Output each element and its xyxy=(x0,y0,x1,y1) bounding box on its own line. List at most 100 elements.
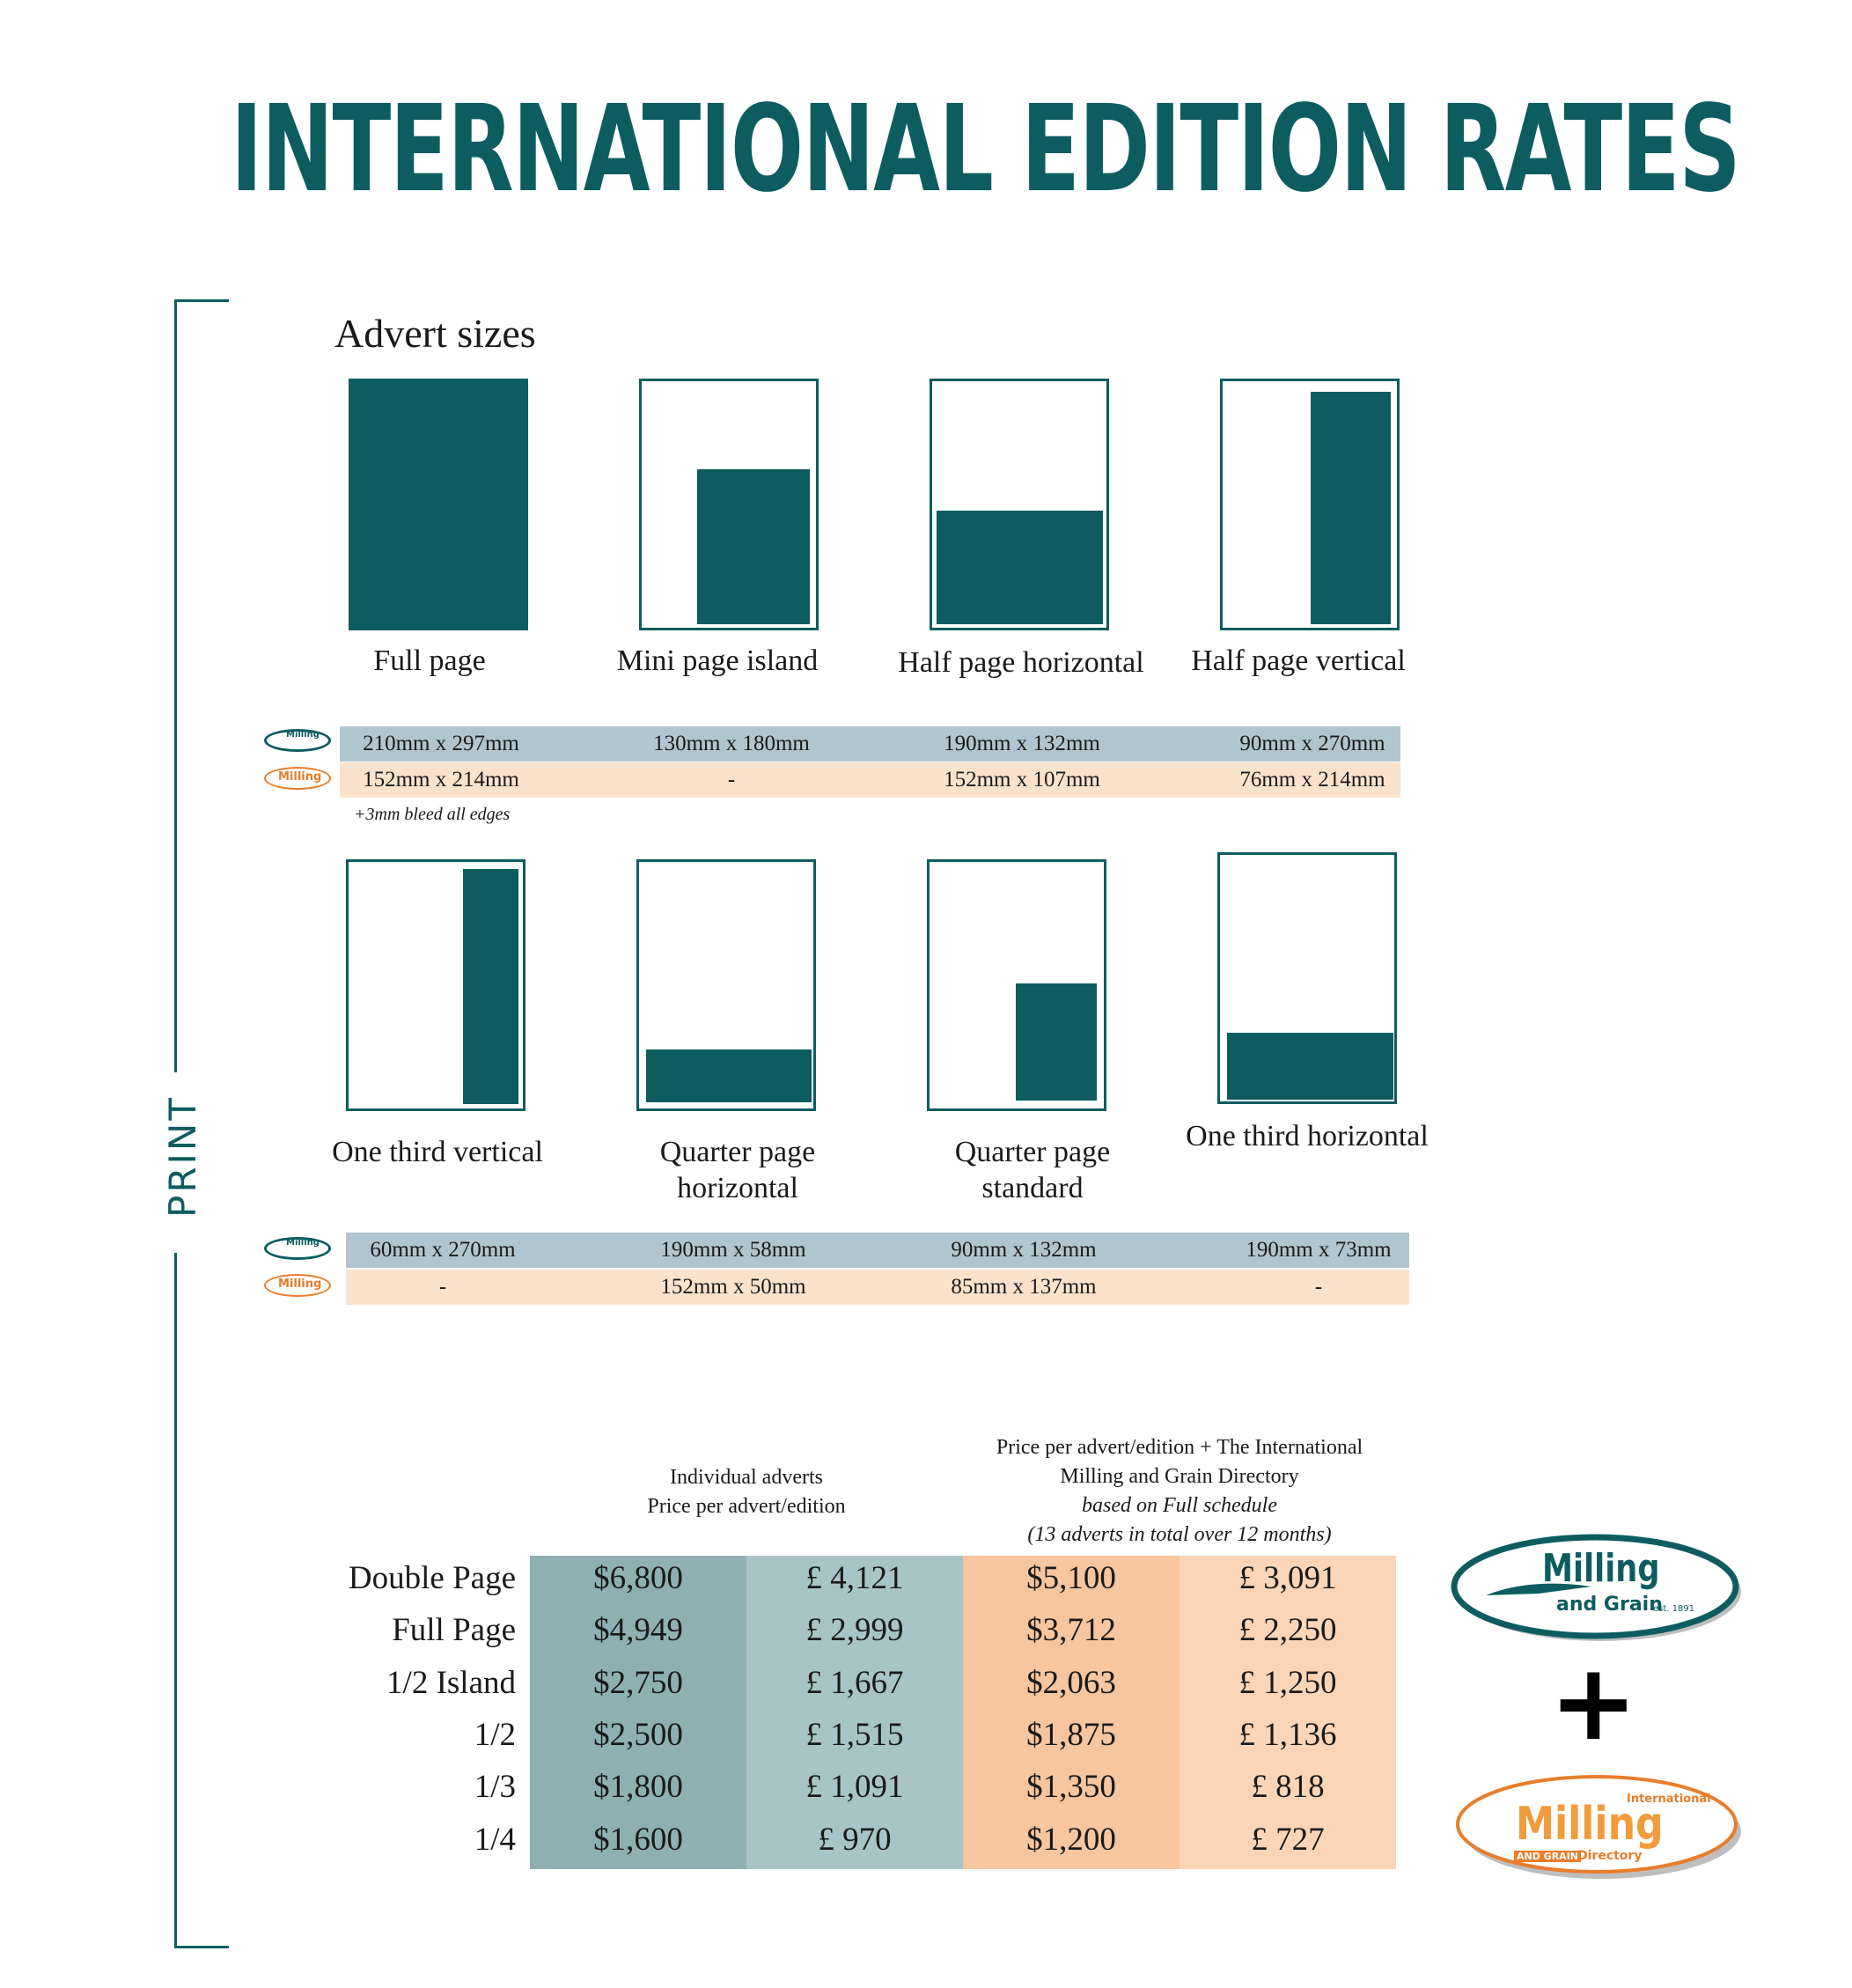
individual-adverts-header: Individual adverts Price per advert/edit… xyxy=(606,1463,887,1521)
im-size-row-2: - 152mm x 50mm 85mm x 137mm - xyxy=(346,1270,1409,1305)
gbp-price: £ 1,515 xyxy=(805,1716,904,1753)
mg-logo-name: Milling xyxy=(1542,1546,1660,1591)
package-usd-price: $1,875 xyxy=(1026,1716,1116,1753)
individual-header-line1: Individual adverts xyxy=(670,1466,823,1489)
caption-mini-page-island: Mini page island xyxy=(616,644,819,677)
package-usd-price: $5,100 xyxy=(1026,1560,1116,1596)
usd-price: $2,750 xyxy=(593,1664,683,1701)
half-page-horizontal-ad-area xyxy=(937,511,1103,624)
usd-price: $1,600 xyxy=(593,1821,683,1858)
size-cell: 190mm x 58mm xyxy=(660,1238,806,1262)
plus-icon: + xyxy=(1549,1642,1638,1764)
print-bracket-bottom-tick xyxy=(174,1946,229,1948)
usd-column xyxy=(530,1556,746,1869)
mini-page-island-diagram xyxy=(639,379,819,630)
print-bracket-top-tick xyxy=(174,299,229,302)
print-bracket-line-lower xyxy=(174,1253,177,1948)
package-gbp-price: £ 818 xyxy=(1251,1769,1325,1806)
mg-size-row-1: 210mm x 297mm 130mm x 180mm 190mm x 132m… xyxy=(340,726,1400,762)
half-page-vertical-ad-area xyxy=(1311,392,1391,624)
price-row-label: Full Page xyxy=(392,1612,516,1649)
size-cell: - xyxy=(727,768,736,792)
package-gbp-price: £ 2,250 xyxy=(1238,1612,1337,1649)
mg-logo-est: est. 1891 xyxy=(1653,1604,1695,1614)
usd-price: $6,800 xyxy=(593,1560,683,1596)
price-row-label: 1/4 xyxy=(474,1821,516,1858)
size-cell: - xyxy=(438,1275,447,1299)
package-gbp-column xyxy=(1180,1556,1396,1869)
package-header-line1: Price per advert/edition + The Internati… xyxy=(996,1436,1363,1459)
one-third-vertical-diagram xyxy=(346,859,525,1111)
package-usd-price: $2,063 xyxy=(1026,1664,1116,1701)
package-gbp-price: £ 1,136 xyxy=(1238,1716,1337,1753)
quarter-page-horizontal-diagram xyxy=(636,859,816,1111)
gbp-column xyxy=(746,1556,963,1869)
size-cell: 152mm x 107mm xyxy=(944,768,1100,792)
size-cell: - xyxy=(1314,1275,1323,1299)
gbp-price: £ 1,667 xyxy=(805,1664,904,1701)
one-third-horizontal-diagram xyxy=(1217,852,1397,1104)
size-cell: 60mm x 270mm xyxy=(370,1238,516,1262)
package-usd-column xyxy=(963,1556,1180,1869)
im-logo-sub: AND GRAIN xyxy=(1514,1851,1581,1862)
full-page-ad-area xyxy=(349,379,528,630)
caption-quarter-page-standard: Quarter page standard xyxy=(954,1136,1111,1204)
gbp-price: £ 970 xyxy=(818,1821,892,1858)
caption-half-page-horizontal: Half page horizontal xyxy=(898,646,1144,679)
price-row-label: 1/2 Island xyxy=(386,1664,516,1701)
size-cell: 85mm x 137mm xyxy=(951,1275,1097,1299)
advert-sizes-heading: Advert sizes xyxy=(334,311,536,356)
size-cell: 130mm x 180mm xyxy=(653,732,810,755)
price-row-label: Double Page xyxy=(348,1560,516,1596)
milling-and-grain-small-logo: Milling xyxy=(264,1237,331,1260)
size-cell: 90mm x 270mm xyxy=(1239,732,1385,755)
half-page-horizontal-diagram xyxy=(930,379,1109,630)
usd-price: $2,500 xyxy=(593,1716,683,1753)
gbp-price: £ 1,091 xyxy=(805,1769,904,1806)
milling-and-grain-logo-graphic xyxy=(1451,1534,1741,1641)
size-cell: 152mm x 50mm xyxy=(660,1275,806,1299)
package-gbp-price: £ 1,250 xyxy=(1238,1664,1337,1701)
print-bracket-line-upper xyxy=(174,299,177,1072)
package-gbp-price: £ 3,091 xyxy=(1238,1560,1337,1596)
international-milling-directory-small-logo: Milling xyxy=(264,1274,331,1297)
gbp-price: £ 4,121 xyxy=(805,1560,904,1596)
size-cell: 152mm x 214mm xyxy=(363,768,519,792)
package-header-line4: (13 adverts in total over 12 months) xyxy=(1027,1523,1332,1546)
international-milling-directory-logo: International Milling AND GRAIN Director… xyxy=(1454,1771,1745,1881)
milling-and-grain-small-logo: Milling xyxy=(264,729,331,752)
individual-header-line2: Price per advert/edition xyxy=(647,1495,846,1518)
caption-one-third-horizontal: One third horizontal xyxy=(1186,1120,1429,1152)
caption-full-page: Full page xyxy=(373,644,486,677)
caption-half-page-vertical: Half page vertical xyxy=(1191,644,1406,677)
im-logo-dir: Directory xyxy=(1577,1849,1643,1863)
half-page-vertical-diagram xyxy=(1220,379,1400,630)
full-page-diagram xyxy=(349,379,528,630)
milling-and-grain-logo: Milling and Grain est. 1891 xyxy=(1451,1534,1745,1645)
package-gbp-price: £ 727 xyxy=(1251,1821,1325,1858)
im-size-row-1: 152mm x 214mm - 152mm x 107mm 76mm x 214… xyxy=(340,762,1400,798)
package-header-line3: based on Full schedule xyxy=(1082,1494,1277,1517)
gbp-price: £ 2,999 xyxy=(805,1612,904,1649)
caption-one-third-vertical: One third vertical xyxy=(332,1136,543,1168)
package-usd-price: $1,350 xyxy=(1026,1769,1116,1806)
package-usd-price: $3,712 xyxy=(1026,1612,1116,1649)
mg-size-row-2: 60mm x 270mm 190mm x 58mm 90mm x 132mm 1… xyxy=(346,1233,1409,1268)
price-row-label: 1/2 xyxy=(474,1716,516,1753)
size-cell: 190mm x 73mm xyxy=(1246,1238,1392,1262)
quarter-page-standard-ad-area xyxy=(1016,983,1097,1101)
price-row-label: 1/3 xyxy=(474,1769,516,1806)
package-header: Price per advert/edition + The Internati… xyxy=(942,1433,1417,1550)
usd-price: $4,949 xyxy=(593,1612,683,1649)
usd-price: $1,800 xyxy=(593,1769,683,1806)
mg-logo-sub: and Grain xyxy=(1556,1594,1663,1616)
size-cell: 76mm x 214mm xyxy=(1239,768,1385,792)
one-third-horizontal-ad-area xyxy=(1227,1033,1393,1100)
international-milling-directory-small-logo: Milling xyxy=(264,767,331,790)
section-label-print: PRINT xyxy=(161,1095,204,1218)
quarter-page-horizontal-ad-area xyxy=(646,1049,812,1102)
page-title: INTERNATIONAL EDITION RATES xyxy=(231,80,1741,219)
im-logo-name: Milling xyxy=(1516,1798,1664,1851)
one-third-vertical-ad-area xyxy=(463,869,518,1104)
size-cell: 210mm x 297mm xyxy=(363,732,519,755)
